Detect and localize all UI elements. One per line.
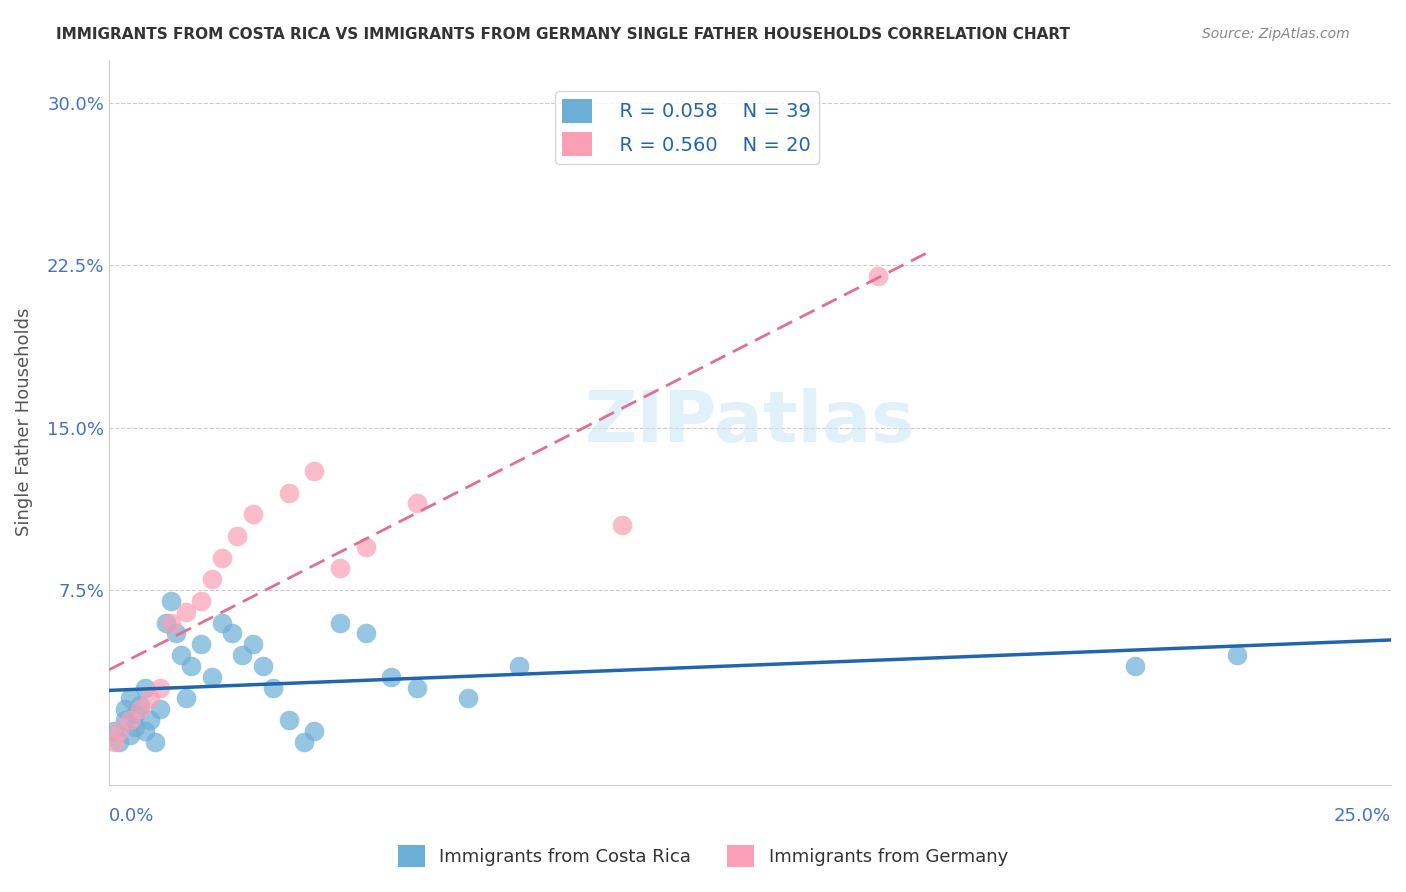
Point bbox=[155, 615, 177, 630]
Point bbox=[211, 615, 233, 630]
Point bbox=[868, 269, 890, 284]
Point bbox=[180, 659, 202, 673]
Point bbox=[231, 648, 253, 662]
Point bbox=[143, 734, 166, 748]
Point bbox=[124, 719, 146, 733]
Point bbox=[190, 594, 212, 608]
Point bbox=[124, 706, 146, 721]
Y-axis label: Single Father Households: Single Father Households bbox=[15, 308, 32, 536]
Text: IMMIGRANTS FROM COSTA RICA VS IMMIGRANTS FROM GERMANY SINGLE FATHER HOUSEHOLDS C: IMMIGRANTS FROM COSTA RICA VS IMMIGRANTS… bbox=[56, 27, 1070, 42]
Legend:   R = 0.058    N = 39,   R = 0.560    N = 20: R = 0.058 N = 39, R = 0.560 N = 20 bbox=[555, 91, 818, 164]
Point bbox=[292, 734, 315, 748]
Point bbox=[139, 691, 162, 706]
Point bbox=[262, 681, 284, 695]
Point bbox=[405, 496, 427, 510]
Point bbox=[226, 529, 249, 543]
Point bbox=[118, 691, 141, 706]
Point bbox=[1226, 648, 1249, 662]
Point bbox=[405, 681, 427, 695]
Point bbox=[114, 702, 136, 716]
Text: ZIPatlas: ZIPatlas bbox=[585, 388, 915, 457]
Point bbox=[302, 464, 325, 478]
Point bbox=[277, 485, 299, 500]
Point bbox=[114, 713, 136, 727]
Point bbox=[201, 670, 224, 684]
Point bbox=[190, 637, 212, 651]
Point bbox=[380, 670, 402, 684]
Point bbox=[103, 734, 125, 748]
Point bbox=[354, 626, 377, 640]
Point bbox=[277, 713, 299, 727]
Point bbox=[108, 734, 131, 748]
Legend: Immigrants from Costa Rica, Immigrants from Germany: Immigrants from Costa Rica, Immigrants f… bbox=[391, 838, 1015, 874]
Point bbox=[170, 648, 193, 662]
Point bbox=[159, 615, 181, 630]
Text: 0.0%: 0.0% bbox=[110, 806, 155, 824]
Point bbox=[302, 723, 325, 738]
Point bbox=[118, 713, 141, 727]
Point bbox=[108, 723, 131, 738]
Point bbox=[174, 605, 197, 619]
Point bbox=[165, 626, 187, 640]
Point bbox=[118, 728, 141, 742]
Point bbox=[457, 691, 479, 706]
Point bbox=[174, 691, 197, 706]
Point bbox=[149, 702, 172, 716]
Point bbox=[329, 561, 352, 575]
Point bbox=[149, 681, 172, 695]
Point bbox=[1123, 659, 1146, 673]
Point bbox=[134, 723, 156, 738]
Text: 25.0%: 25.0% bbox=[1334, 806, 1391, 824]
Point bbox=[242, 637, 264, 651]
Point bbox=[139, 713, 162, 727]
Text: Source: ZipAtlas.com: Source: ZipAtlas.com bbox=[1202, 27, 1350, 41]
Point bbox=[252, 659, 274, 673]
Point bbox=[211, 550, 233, 565]
Point bbox=[329, 615, 352, 630]
Point bbox=[159, 594, 181, 608]
Point bbox=[610, 518, 633, 533]
Point bbox=[128, 698, 150, 712]
Point bbox=[354, 540, 377, 554]
Point bbox=[221, 626, 243, 640]
Point bbox=[201, 572, 224, 586]
Point bbox=[134, 681, 156, 695]
Point bbox=[128, 702, 150, 716]
Point bbox=[508, 659, 530, 673]
Point bbox=[242, 508, 264, 522]
Point bbox=[103, 723, 125, 738]
